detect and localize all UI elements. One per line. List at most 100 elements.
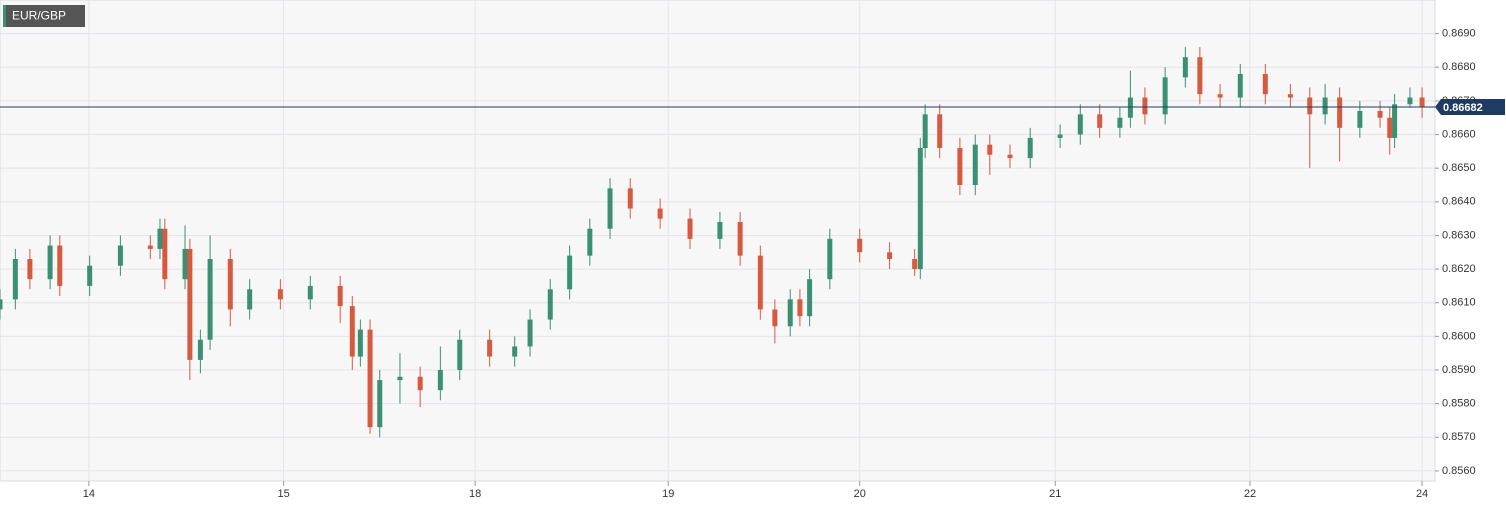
candle-body bbox=[207, 259, 213, 340]
candle-body bbox=[887, 252, 893, 259]
y-tick-label: 0.8630 bbox=[1442, 229, 1476, 241]
candle-body bbox=[417, 376, 423, 391]
chart-title: EUR/GBP bbox=[12, 9, 66, 23]
x-tick-label: 24 bbox=[1416, 488, 1428, 500]
candle-body bbox=[162, 228, 168, 280]
candle-body bbox=[1162, 77, 1168, 115]
y-tick-label: 0.8610 bbox=[1442, 297, 1476, 309]
candle-body bbox=[512, 346, 518, 357]
last-price-label: 0.86682 bbox=[1443, 102, 1483, 114]
candle-body bbox=[1377, 111, 1383, 118]
candle-body bbox=[687, 218, 693, 239]
candle-body bbox=[1197, 57, 1203, 95]
candle-body bbox=[1142, 97, 1148, 115]
candle-body bbox=[1117, 117, 1123, 128]
candle-body bbox=[737, 222, 743, 256]
y-tick-label: 0.8640 bbox=[1442, 196, 1476, 208]
candle-body bbox=[1077, 114, 1083, 135]
last-price-tag bbox=[1435, 98, 1505, 115]
candle-body bbox=[1127, 97, 1133, 118]
candle-body bbox=[0, 299, 3, 310]
candle-body bbox=[57, 245, 63, 286]
candle-body bbox=[187, 248, 193, 360]
candle-body bbox=[627, 188, 633, 209]
y-tick-label: 0.8660 bbox=[1442, 128, 1476, 140]
title-accent bbox=[3, 5, 6, 27]
candle-body bbox=[397, 376, 403, 381]
y-tick-label: 0.8680 bbox=[1442, 61, 1476, 73]
candle-body bbox=[717, 222, 723, 239]
candle-body bbox=[357, 329, 363, 357]
y-tick-label: 0.8650 bbox=[1442, 162, 1476, 174]
candle-body bbox=[1182, 57, 1188, 78]
x-tick-label: 21 bbox=[1049, 488, 1061, 500]
candle-body bbox=[1387, 117, 1393, 138]
candle-body bbox=[377, 380, 383, 428]
candle-body bbox=[987, 144, 993, 155]
candle-body bbox=[1262, 74, 1268, 95]
x-tick-label: 15 bbox=[277, 488, 289, 500]
candle-body bbox=[367, 329, 373, 428]
candle-body bbox=[157, 228, 163, 249]
y-tick-label: 0.8620 bbox=[1442, 263, 1476, 275]
candle-body bbox=[277, 289, 283, 300]
grid bbox=[0, 0, 1435, 481]
candle-body bbox=[1419, 97, 1425, 107]
candle-body bbox=[147, 245, 153, 249]
x-tick-label: 20 bbox=[854, 488, 866, 500]
candle-body bbox=[827, 238, 833, 280]
candle-body bbox=[117, 245, 123, 266]
candle-body bbox=[247, 289, 253, 310]
candle-body bbox=[197, 339, 203, 360]
candle-body bbox=[757, 255, 763, 310]
candle-body bbox=[27, 259, 33, 280]
candle-body bbox=[917, 148, 923, 270]
candle-body bbox=[527, 319, 533, 347]
plot-area bbox=[0, 0, 1436, 482]
title-box bbox=[3, 5, 85, 27]
candle-body bbox=[797, 299, 803, 317]
candle-body bbox=[457, 339, 463, 370]
y-tick-label: 0.8590 bbox=[1442, 364, 1476, 376]
axes: 0.8560 0.8570 0.8580 0.8590 0.8600 0.8610 0.86… bbox=[0, 28, 1505, 500]
candle-body bbox=[12, 259, 18, 300]
candle-body bbox=[772, 309, 778, 327]
candle-body bbox=[787, 299, 793, 327]
candles bbox=[0, 47, 1425, 438]
candle-body bbox=[1027, 137, 1033, 159]
candle-body bbox=[1057, 134, 1063, 138]
candle-body bbox=[1322, 97, 1328, 115]
y-tick-label: 0.8580 bbox=[1442, 398, 1476, 410]
y-tick-label: 0.8690 bbox=[1442, 28, 1476, 40]
candle-body bbox=[547, 289, 553, 320]
candle-body bbox=[657, 208, 663, 219]
y-tick-label: 0.8560 bbox=[1442, 465, 1476, 477]
candle-body bbox=[437, 370, 443, 391]
y-tick-label: 0.8570 bbox=[1442, 431, 1476, 443]
candle-body bbox=[487, 339, 493, 357]
candle-body bbox=[227, 259, 233, 310]
candle-body bbox=[349, 306, 355, 357]
candle-body bbox=[1097, 114, 1103, 128]
candle-body bbox=[1337, 97, 1343, 128]
candle-body bbox=[47, 245, 53, 280]
candle-body bbox=[607, 188, 613, 229]
candle-body bbox=[1307, 97, 1313, 115]
candle-body bbox=[972, 144, 978, 185]
candle-body bbox=[1237, 74, 1243, 98]
candle-body bbox=[182, 248, 188, 280]
candle-body bbox=[587, 228, 593, 256]
candle-body bbox=[922, 114, 928, 148]
candle-body bbox=[307, 285, 313, 300]
candle-body bbox=[567, 255, 573, 290]
candle-body bbox=[857, 238, 863, 253]
candle-body bbox=[1217, 94, 1223, 98]
candle-body bbox=[1357, 111, 1363, 128]
candle-body bbox=[1407, 97, 1413, 105]
x-tick-label: 22 bbox=[1244, 488, 1256, 500]
y-tick-label: 0.8600 bbox=[1442, 330, 1476, 342]
x-tick-label: 14 bbox=[83, 488, 95, 500]
x-tick-label: 18 bbox=[469, 488, 481, 500]
candle-body bbox=[1392, 104, 1398, 138]
